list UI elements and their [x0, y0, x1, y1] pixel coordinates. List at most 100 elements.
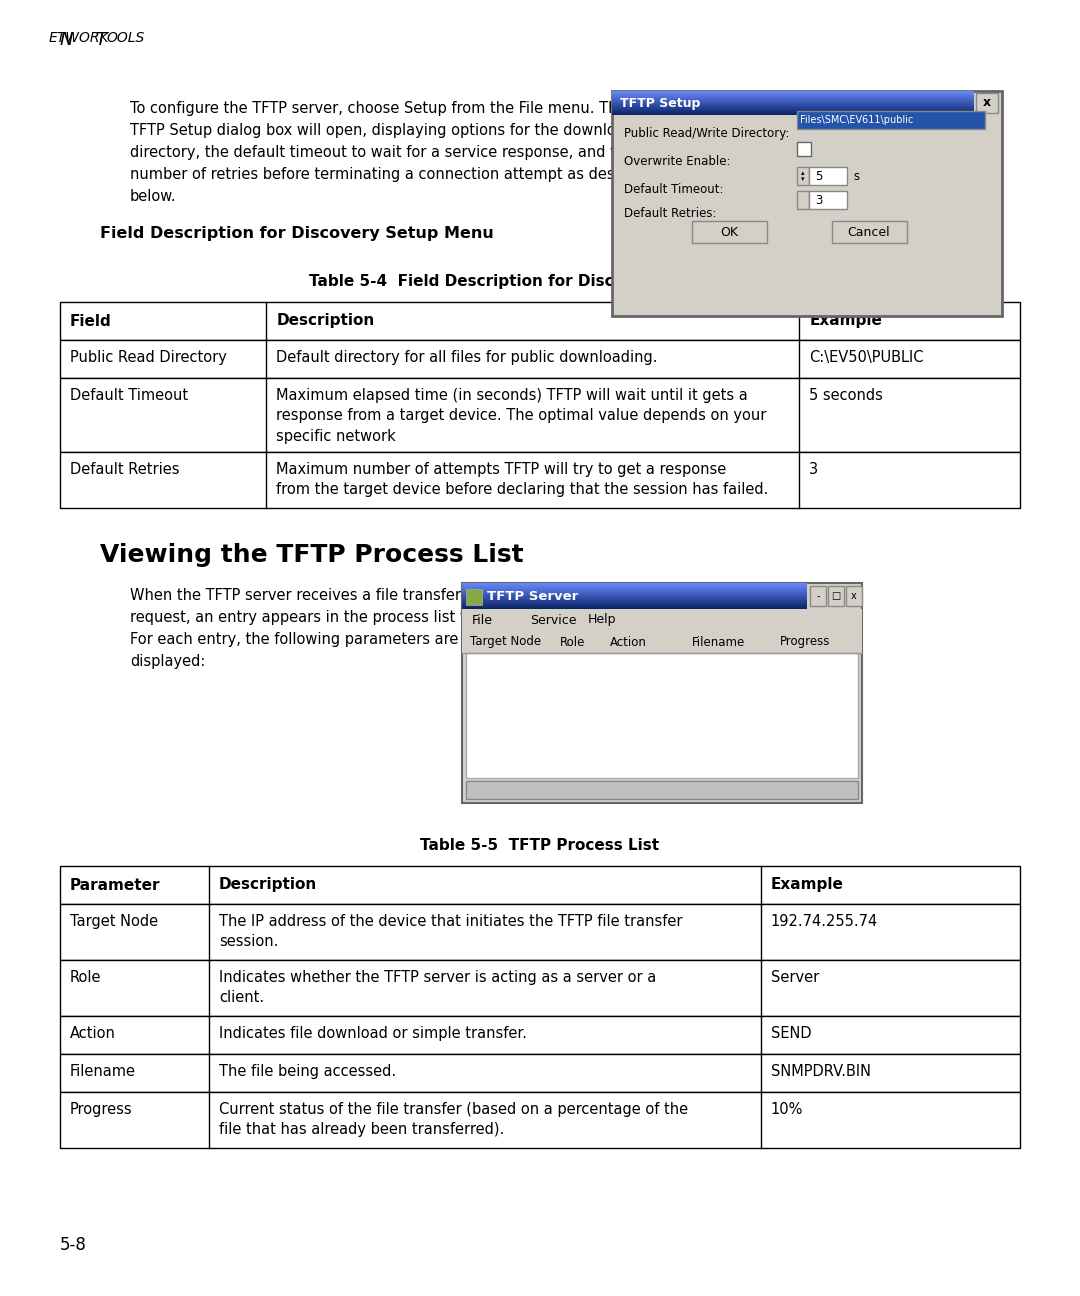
Text: Server: Server: [771, 969, 819, 985]
Text: 5-8: 5-8: [60, 1236, 86, 1255]
Text: Overwrite Enable:: Overwrite Enable:: [624, 156, 730, 168]
Bar: [976, 93, 998, 113]
Text: Cancel: Cancel: [848, 226, 890, 238]
Text: Table 5-5  TFTP Process List: Table 5-5 TFTP Process List: [420, 839, 660, 853]
Bar: [832, 222, 907, 244]
Text: Role: Role: [561, 635, 585, 648]
Text: Viewing the TFTP Process List: Viewing the TFTP Process List: [100, 543, 524, 568]
Text: OOLS: OOLS: [106, 31, 145, 45]
Text: Target Node: Target Node: [70, 914, 158, 929]
Bar: [60, 960, 1020, 1016]
Text: Filename: Filename: [70, 1064, 136, 1080]
Bar: [797, 191, 809, 209]
Text: Maximum elapsed time (in seconds) TFTP will wait until it gets a
response from a: Maximum elapsed time (in seconds) TFTP w…: [276, 388, 767, 443]
Text: request, an entry appears in the process list window.: request, an entry appears in the process…: [130, 610, 518, 625]
Bar: [60, 378, 1020, 452]
Text: Field: Field: [70, 314, 111, 328]
Text: 5: 5: [815, 170, 822, 183]
Text: Files\SMC\EV611\public: Files\SMC\EV611\public: [800, 115, 914, 124]
Text: Indicates whether the TFTP server is acting as a server or a
client.: Indicates whether the TFTP server is act…: [219, 969, 656, 1006]
Bar: [846, 586, 862, 607]
Text: Default directory for all files for public downloading.: Default directory for all files for publ…: [276, 350, 658, 365]
Text: displayed:: displayed:: [130, 654, 205, 669]
Text: TFTP Setup: TFTP Setup: [620, 96, 700, 109]
Text: Example: Example: [771, 877, 843, 893]
Bar: [465, 588, 482, 605]
Text: Filename: Filename: [692, 635, 745, 648]
Text: Maximum number of attempts TFTP will try to get a response
from the target devic: Maximum number of attempts TFTP will try…: [276, 461, 769, 498]
Bar: [465, 653, 858, 778]
Text: Public Read Directory: Public Read Directory: [70, 350, 227, 365]
Bar: [60, 1016, 1020, 1054]
Bar: [60, 1054, 1020, 1093]
Text: SNMPDRV.BIN: SNMPDRV.BIN: [771, 1064, 870, 1080]
Text: Indicates file download or simple transfer.: Indicates file download or simple transf…: [219, 1026, 527, 1041]
Text: Default Timeout:: Default Timeout:: [624, 183, 724, 196]
Bar: [462, 609, 862, 631]
Bar: [462, 631, 862, 653]
Bar: [60, 302, 1020, 340]
Text: Action: Action: [70, 1026, 116, 1041]
Text: C:\EV50\PUBLIC: C:\EV50\PUBLIC: [809, 350, 923, 365]
Bar: [60, 905, 1020, 960]
Bar: [809, 191, 847, 209]
Text: OK: OK: [720, 226, 738, 238]
Text: x: x: [851, 591, 856, 601]
Text: 3: 3: [809, 461, 819, 477]
Text: T: T: [95, 31, 106, 49]
Text: Target Node: Target Node: [470, 635, 541, 648]
Bar: [692, 222, 767, 244]
Bar: [828, 586, 843, 607]
Text: □: □: [832, 591, 840, 601]
Text: 192.74.255.74: 192.74.255.74: [771, 914, 878, 929]
Text: For each entry, the following parameters are: For each entry, the following parameters…: [130, 632, 458, 647]
Text: Progress: Progress: [70, 1102, 133, 1117]
Text: Role: Role: [70, 969, 102, 985]
Bar: [797, 111, 985, 130]
Text: ETWORK: ETWORK: [49, 31, 110, 45]
Text: 10%: 10%: [771, 1102, 804, 1117]
Text: Default Timeout: Default Timeout: [70, 388, 188, 403]
Text: The file being accessed.: The file being accessed.: [219, 1064, 396, 1080]
Bar: [612, 91, 1002, 316]
Text: Current status of the file transfer (based on a percentage of the
file that has : Current status of the file transfer (bas…: [219, 1102, 688, 1138]
Text: 3: 3: [815, 193, 822, 206]
Bar: [797, 167, 809, 185]
Text: Table 5-4  Field Description for Discovery Setup Menu: Table 5-4 Field Description for Discover…: [310, 273, 770, 289]
Text: File: File: [472, 613, 492, 626]
Text: Parameter: Parameter: [70, 877, 161, 893]
Text: Service: Service: [530, 613, 577, 626]
Text: Progress: Progress: [780, 635, 831, 648]
Bar: [462, 583, 862, 804]
Text: When the TFTP server receives a file transfer: When the TFTP server receives a file tra…: [130, 588, 461, 603]
Bar: [60, 1093, 1020, 1148]
Bar: [797, 143, 811, 156]
Text: The IP address of the device that initiates the TFTP file transfer
session.: The IP address of the device that initia…: [219, 914, 683, 950]
Text: To configure the TFTP server, choose Setup from the File menu. The: To configure the TFTP server, choose Set…: [130, 101, 626, 117]
Text: Action: Action: [610, 635, 647, 648]
Text: TFTP Server: TFTP Server: [487, 590, 578, 603]
Bar: [810, 586, 826, 607]
Text: s: s: [853, 170, 859, 183]
Text: below.: below.: [130, 189, 177, 203]
Text: SEND: SEND: [771, 1026, 811, 1041]
Text: N: N: [60, 31, 73, 49]
Text: Default Retries:: Default Retries:: [624, 207, 716, 220]
Text: Help: Help: [588, 613, 617, 626]
Text: x: x: [983, 96, 991, 109]
Bar: [60, 866, 1020, 905]
Text: Description: Description: [219, 877, 318, 893]
Text: number of retries before terminating a connection attempt as described: number of retries before terminating a c…: [130, 167, 660, 181]
Text: 5 seconds: 5 seconds: [809, 388, 883, 403]
Text: ▴
▾: ▴ ▾: [801, 170, 805, 181]
Bar: [809, 167, 847, 185]
Bar: [465, 781, 858, 800]
Text: directory, the default timeout to wait for a service response, and the default: directory, the default timeout to wait f…: [130, 145, 690, 159]
Text: TFTP Setup dialog box will open, displaying options for the download: TFTP Setup dialog box will open, display…: [130, 123, 634, 137]
Text: Description: Description: [276, 314, 375, 328]
Text: -: -: [816, 591, 820, 601]
Text: Field Description for Discovery Setup Menu: Field Description for Discovery Setup Me…: [100, 226, 494, 241]
Text: Public Read/Write Directory:: Public Read/Write Directory:: [624, 127, 789, 140]
Text: Example: Example: [809, 314, 882, 328]
Bar: [60, 340, 1020, 378]
